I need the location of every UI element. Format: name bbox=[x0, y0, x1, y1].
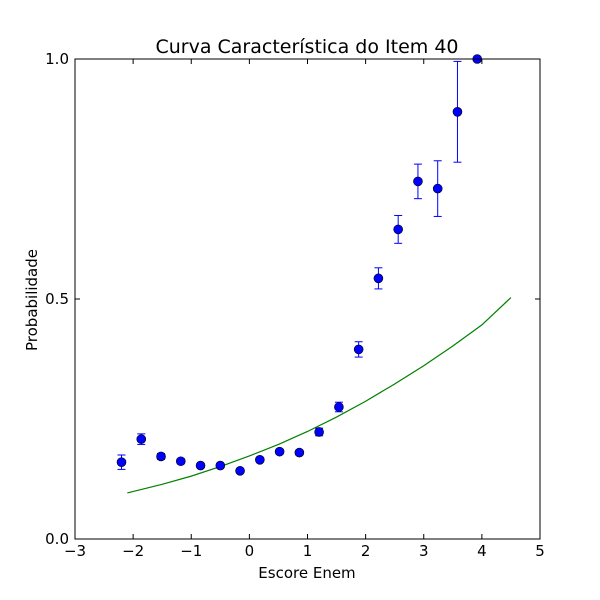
axis-ticks: −3 −2 −1 0 1 2 3 4 5 0.0 0.5 1.0 bbox=[45, 50, 545, 560]
x-tick-label-0: −3 bbox=[64, 542, 86, 560]
data-point-14 bbox=[393, 224, 403, 235]
data-point-17 bbox=[452, 107, 463, 117]
x-tick-label-6: 3 bbox=[419, 542, 429, 560]
data-point-11 bbox=[334, 402, 344, 412]
data-point-12 bbox=[353, 344, 364, 355]
data-point-1 bbox=[136, 434, 147, 444]
data-point-9 bbox=[294, 447, 305, 458]
data-point-8 bbox=[274, 446, 285, 457]
data-point-16 bbox=[432, 183, 443, 194]
x-axis-label: Escore Enem bbox=[258, 564, 355, 582]
data-point-5 bbox=[215, 460, 226, 471]
data-point-6 bbox=[235, 466, 245, 476]
x-tick-label-2: −1 bbox=[180, 542, 202, 560]
data-point-4 bbox=[195, 460, 206, 471]
x-tick-label-8: 5 bbox=[535, 542, 545, 560]
y-tick-label-1: 0.5 bbox=[45, 290, 69, 308]
x-tick-label-3: 0 bbox=[245, 542, 255, 560]
y-axis-label: Probabilidade bbox=[23, 249, 41, 351]
plot-frame bbox=[74, 58, 541, 540]
data-point-2 bbox=[156, 451, 166, 462]
x-tick-label-4: 1 bbox=[303, 542, 313, 560]
y-tick-label-0: 0.0 bbox=[45, 530, 69, 548]
plot-area bbox=[116, 54, 512, 494]
data-point-7 bbox=[255, 454, 265, 465]
model-curve bbox=[127, 297, 512, 494]
x-tick-label-1: −2 bbox=[122, 542, 144, 560]
y-tick-label-2: 1.0 bbox=[45, 50, 69, 68]
data-point-13 bbox=[373, 273, 384, 284]
x-tick-label-5: 2 bbox=[361, 542, 371, 560]
data-point-0 bbox=[116, 457, 127, 468]
chart-title: Curva Característica do Item 40 bbox=[155, 36, 458, 58]
data-point-3 bbox=[175, 456, 186, 467]
data-point-15 bbox=[413, 176, 423, 187]
data-point-10 bbox=[314, 427, 324, 437]
x-tick-label-7: 4 bbox=[477, 542, 487, 560]
